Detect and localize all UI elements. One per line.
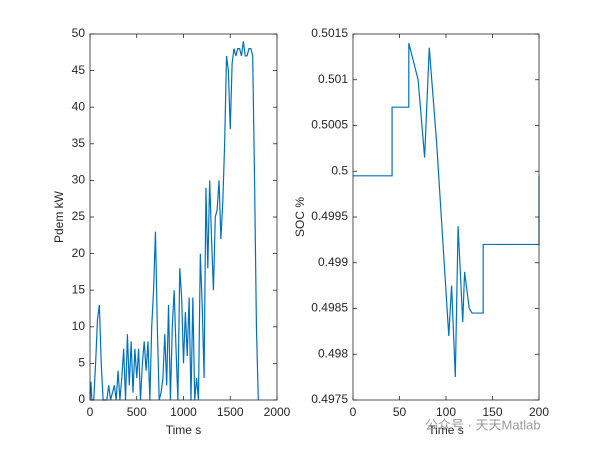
x-tick-label: 0	[350, 405, 357, 419]
y-tick-label: 0.498	[318, 346, 348, 360]
watermark: 公众号 · 天天Matlab	[425, 417, 541, 432]
y-tick-label: 0.5	[331, 163, 348, 177]
y-tick-label: 0.4975	[311, 392, 348, 406]
y-tick-label: 30	[72, 173, 86, 187]
y-tick-label: 10	[72, 319, 86, 333]
y-tick-label: 0.4995	[311, 209, 348, 223]
y-tick-label: 15	[72, 282, 86, 296]
y-tick-label: 50	[72, 26, 86, 40]
y-tick-label: 20	[72, 246, 86, 260]
y-tick-label: 45	[72, 63, 86, 77]
x-tick-label: 50	[393, 405, 407, 419]
x-axis-label: Time s	[166, 423, 202, 437]
y-tick-label: 0.5015	[311, 26, 348, 40]
y-tick-label: 40	[72, 99, 86, 113]
y-tick-label: 0.5005	[311, 118, 348, 132]
y-tick-label: 0.4985	[311, 301, 348, 315]
x-tick-label: 1000	[170, 405, 197, 419]
y-tick-label: 25	[72, 209, 86, 223]
x-tick-label: 100	[436, 405, 456, 419]
x-tick-label: 1500	[217, 405, 244, 419]
y-tick-label: 0.501	[318, 72, 348, 86]
y-axis-label: SOC %	[293, 197, 307, 237]
y-tick-label: 0	[78, 392, 85, 406]
x-tick-label: 0	[87, 405, 94, 419]
y-tick-label: 5	[78, 356, 85, 370]
axes-background	[353, 34, 539, 400]
x-tick-label: 200	[529, 405, 549, 419]
x-tick-label: 2000	[264, 405, 291, 419]
data-line	[353, 43, 540, 378]
x-tick-label: 500	[127, 405, 147, 419]
y-axis-label: Pdem kW	[52, 190, 66, 243]
y-tick-label: 35	[72, 136, 86, 150]
x-axis-label: Time s	[428, 423, 464, 437]
data-line	[89, 41, 259, 401]
x-tick-label: 150	[482, 405, 502, 419]
axes-background	[90, 34, 277, 400]
y-tick-label: 0.499	[318, 255, 348, 269]
